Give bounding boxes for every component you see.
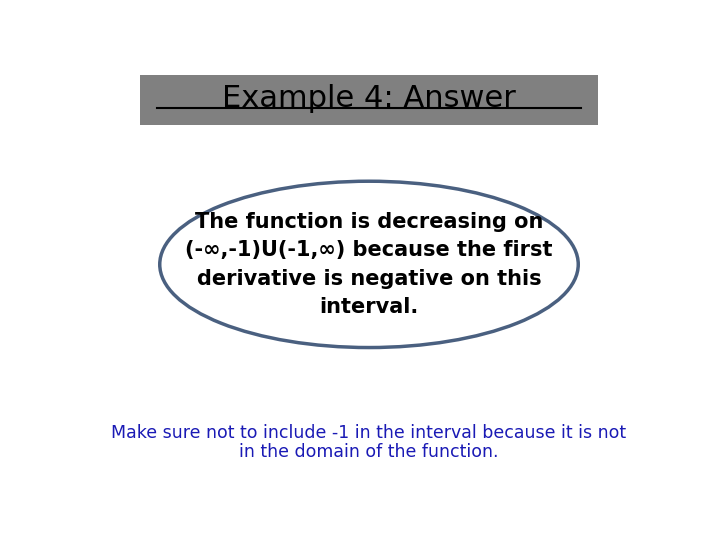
Text: Make sure not to include -1 in the interval because it is not: Make sure not to include -1 in the inter…	[112, 424, 626, 442]
Text: Example 4: Answer: Example 4: Answer	[222, 84, 516, 112]
Text: (-∞,-1)U(-1,∞) because the first: (-∞,-1)U(-1,∞) because the first	[185, 240, 553, 260]
Text: in the domain of the function.: in the domain of the function.	[239, 443, 499, 461]
Ellipse shape	[160, 181, 578, 348]
Text: derivative is negative on this: derivative is negative on this	[197, 268, 541, 288]
Bar	[140, 75, 598, 125]
Text: interval.: interval.	[320, 297, 418, 317]
Text: The function is decreasing on: The function is decreasing on	[195, 212, 543, 232]
